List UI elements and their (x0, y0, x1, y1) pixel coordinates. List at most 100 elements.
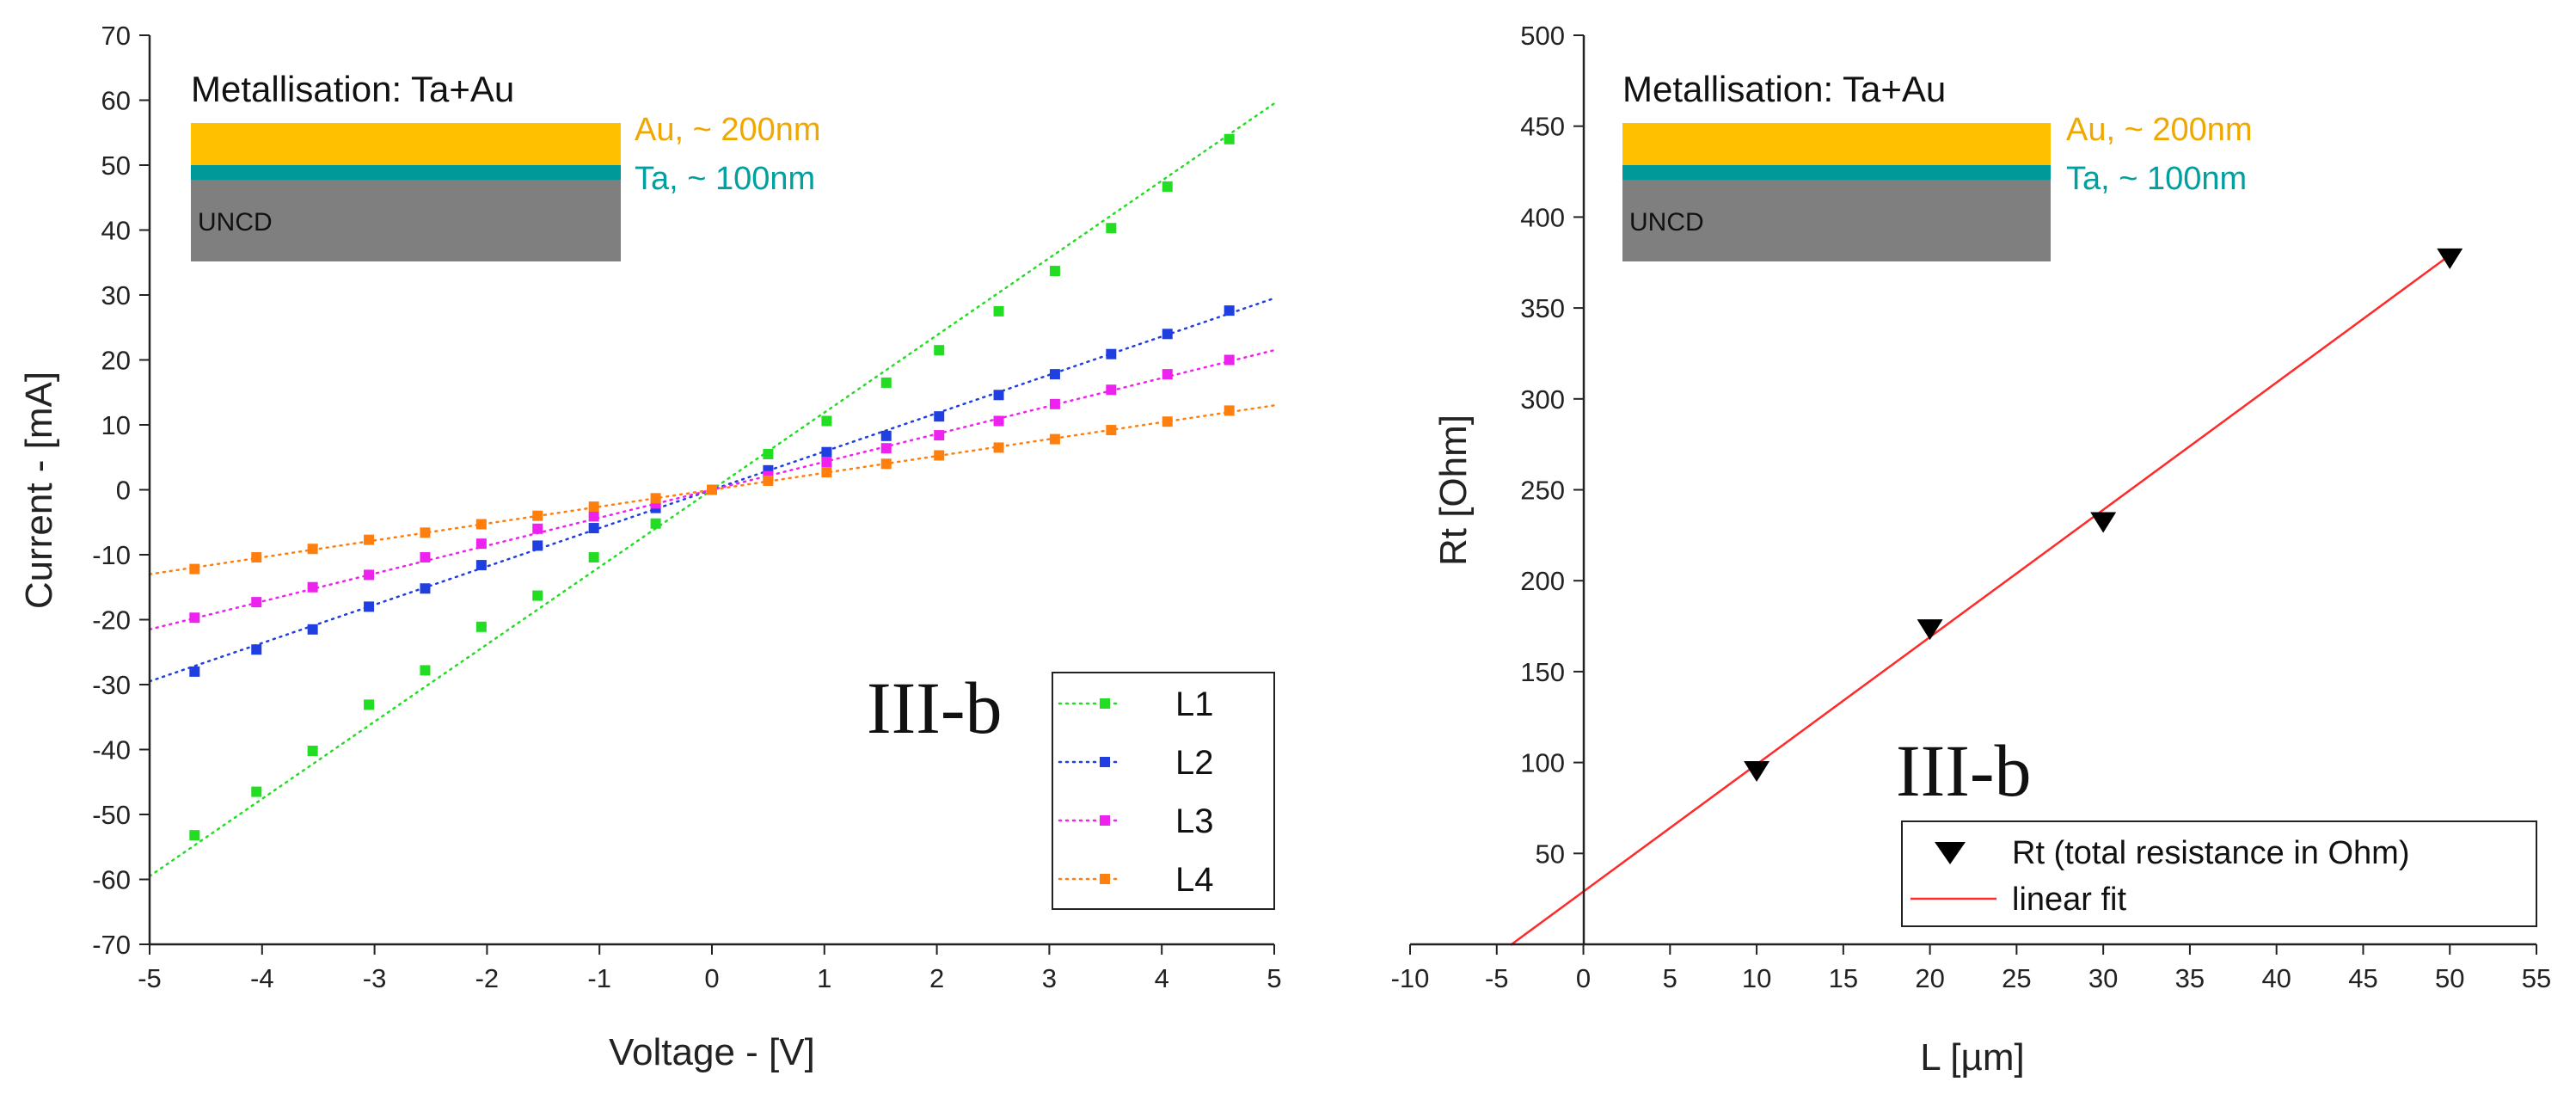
iv-series-l1-point (1224, 133, 1235, 144)
iv-series-l1-point (934, 345, 945, 356)
iv-series-l1-point (251, 786, 262, 797)
iv-series-l4-point (588, 501, 599, 513)
iv-y-tick-label: 30 (101, 280, 131, 310)
rt-legend-label-rt: Rt (total resistance in Ohm) (2012, 835, 2409, 871)
rt-x-tick-label: -10 (1391, 963, 1430, 993)
iv-series-l1-point (1162, 181, 1173, 192)
rt-au-layer (1622, 123, 2051, 165)
iv-series-l4-point (934, 450, 945, 461)
rt-x-tick-label: 45 (2348, 963, 2377, 993)
iv-series-l2-point (993, 390, 1004, 401)
rt-legend-marker-triangle-down (1935, 842, 1966, 864)
iv-series-l3-point (420, 552, 431, 563)
iv-series-l3-point (364, 569, 375, 581)
iv-series-l1-point (364, 699, 375, 710)
rt-y-tick-label: 500 (1520, 21, 1565, 51)
rt-x-tick-label: 5 (1663, 963, 1677, 993)
iv-x-tick-label: 3 (1042, 963, 1057, 993)
rt-y-tick-label: 350 (1520, 293, 1565, 323)
iv-series-l3-point (251, 597, 262, 608)
iv-series-l2-point (880, 430, 892, 441)
iv-series-l4-point (475, 519, 487, 530)
iv-series-l2-point (475, 560, 487, 571)
iv-x-tick-label: 4 (1155, 963, 1169, 993)
iv-y-tick-label: 40 (101, 216, 131, 246)
iv-series-l1-point (1049, 266, 1060, 277)
iv-series-l2-point (934, 411, 945, 422)
rt-y-tick-label: 200 (1520, 566, 1565, 596)
iv-series-l2-point (1224, 305, 1235, 316)
iv-series-l2-point (532, 540, 543, 551)
iv-y-tick-label: -50 (92, 800, 131, 830)
resistance-chart: -10 -5 0 5 10 15 20 25 30 35 40 45 50 55 50 100 150 200 25… (1391, 21, 2552, 1078)
rt-ta-label: Ta, ~ 100nm (2066, 161, 2247, 197)
iv-series-group (148, 102, 1276, 877)
rt-y-tick-label: 100 (1520, 748, 1565, 778)
rt-linear-fit-line (1510, 254, 2450, 946)
iv-series-l3-point (821, 457, 832, 468)
iv-series-l1-point (650, 518, 661, 529)
iv-series-l2-point (1162, 329, 1173, 340)
rt-inset-stack-diagram: Metallisation: Ta+Au Au, ~ 200nm Ta, ~ 1… (1622, 69, 2253, 261)
iv-series-l1-point (588, 552, 599, 563)
iv-series-l1-point (307, 746, 318, 757)
iv-y-tick-label: -60 (92, 865, 131, 895)
iv-uncd-layer (191, 180, 621, 261)
iv-x-tick-label: 1 (817, 963, 831, 993)
iv-series-l2-point (821, 446, 832, 458)
iv-au-label: Au, ~ 200nm (635, 112, 821, 148)
iv-y-tick-label: -70 (92, 930, 131, 960)
iv-y-tick-label: 0 (116, 476, 131, 506)
iv-series-l1-point (880, 377, 892, 388)
iv-series-l4-point (1224, 405, 1235, 416)
rt-data-point (2437, 248, 2463, 269)
iv-panel-label: III-b (867, 667, 1003, 749)
iv-legend-label-l3: L3 (1175, 802, 1214, 840)
iv-series-l4-point (1049, 433, 1060, 445)
iv-series-l1-point (475, 621, 487, 632)
iv-series-l1-point (189, 830, 200, 841)
iv-y-tick-label: -30 (92, 670, 131, 700)
iv-uncd-label: UNCD (198, 208, 273, 237)
rt-uncd-layer (1622, 180, 2051, 261)
iv-series-l1-point (532, 590, 543, 601)
rt-x-tick-label: 15 (1829, 963, 1858, 993)
iv-series-l2-point (1106, 348, 1117, 359)
rt-legend-box (1901, 820, 2537, 927)
iv-legend-label-l2: L2 (1175, 744, 1214, 782)
iv-series-l4-point (1106, 425, 1117, 436)
iv-y-tick-label: 10 (101, 410, 131, 440)
rt-data-point (1744, 761, 1770, 783)
rt-x-tick-label: 35 (2175, 963, 2205, 993)
iv-y-axis-title: Current - [mA] (18, 372, 60, 609)
iv-series-l4-point (1162, 416, 1173, 427)
iv-series-l4-point (993, 442, 1004, 453)
rt-y-tick-label: 450 (1520, 112, 1565, 142)
rt-series-group (1510, 248, 2463, 946)
rt-x-tick-label: -5 (1485, 963, 1509, 993)
rt-y-axis-title: Rt [Ohm] (1432, 415, 1475, 566)
iv-series-l2-point (588, 523, 599, 534)
iv-x-tick-label: -1 (587, 963, 611, 993)
iv-y-tick-label: -10 (92, 540, 131, 570)
rt-data-point (2090, 512, 2117, 533)
iv-ta-layer (191, 165, 621, 180)
iv-series-l2-point (189, 666, 200, 677)
iv-y-tick-label: 70 (101, 21, 131, 51)
iv-y-tick-label: 50 (101, 151, 131, 181)
iv-legend: L1 L2 L3 L4 (1052, 672, 1275, 910)
rt-x-tick-label: 30 (2088, 963, 2118, 993)
rt-y-tick-label: 300 (1520, 384, 1565, 415)
iv-x-tick-label: -5 (138, 963, 162, 993)
iv-series-l4-point (880, 458, 892, 470)
rt-x-tick-label: 55 (2522, 963, 2551, 993)
iv-series-l4-point (251, 552, 262, 563)
iv-x-tick-label: 0 (704, 963, 719, 993)
iv-series-l3-point (934, 430, 945, 441)
rt-x-tick-label: 0 (1576, 963, 1591, 993)
iv-y-tick-label: -40 (92, 735, 131, 765)
iv-legend-label-l1: L1 (1175, 685, 1214, 723)
iv-series-l4-point (307, 544, 318, 555)
iv-series-l3-point (307, 581, 318, 593)
